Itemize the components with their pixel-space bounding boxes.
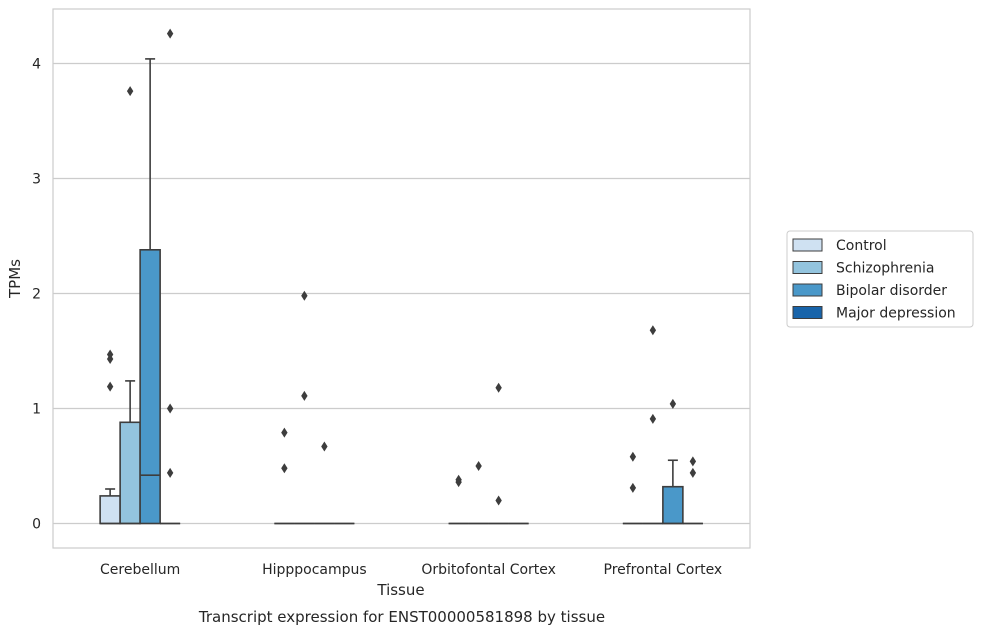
series	[99, 28, 703, 525]
outlier-point	[126, 86, 134, 97]
outlier-point	[689, 456, 697, 467]
series-control	[99, 349, 643, 525]
outlier-point	[106, 381, 114, 392]
outlier-point	[455, 474, 462, 485]
plot-frame	[52, 8, 751, 549]
box	[139, 249, 161, 525]
series-schizophrenia	[119, 86, 663, 525]
outlier-point	[166, 28, 174, 39]
box-group	[294, 290, 315, 525]
series-major-depression	[160, 28, 703, 525]
x-tick-label: Prefrontal Cortex	[604, 562, 723, 578]
box-group	[160, 28, 181, 525]
outlier-point	[166, 403, 174, 414]
legend-frame	[786, 230, 974, 328]
legend-swatch	[792, 238, 823, 252]
box-group	[682, 456, 703, 525]
outlier-point	[689, 467, 697, 478]
legend-swatch	[792, 306, 823, 319]
box-group	[662, 398, 684, 525]
outlier-point	[495, 382, 502, 393]
x-tick-label: Hipppocampus	[262, 562, 367, 578]
x-tick-label: Orbitofontal Cortex	[421, 562, 556, 578]
box-group	[488, 382, 509, 525]
legend-label: Control	[836, 238, 887, 254]
box-group	[622, 451, 643, 525]
box-group	[314, 441, 335, 525]
outlier-point	[321, 441, 328, 452]
legend: Control Schizophrenia Bipolar disorder Majo…	[786, 230, 974, 328]
box-group	[139, 58, 161, 525]
y-tick-label: 3	[32, 172, 41, 188]
y-ticks: 0 1 2 3 4	[32, 57, 41, 533]
outlier-point	[166, 467, 174, 478]
box	[119, 421, 141, 525]
outlier-point	[649, 325, 657, 336]
outlier-point	[281, 427, 288, 438]
x-tick-label: Cerebellum	[100, 562, 180, 578]
box	[99, 495, 121, 525]
y-tick-label: 2	[32, 287, 41, 303]
outlier-point	[495, 495, 502, 506]
legend-swatch	[792, 261, 823, 274]
outlier-point	[106, 349, 114, 360]
legend-label: Schizophrenia	[836, 261, 934, 277]
box-group	[642, 325, 663, 525]
chart-caption: Transcript expression for ENST0000058189…	[198, 608, 605, 626]
y-axis-label: TPMs	[6, 259, 24, 299]
outlier-point	[301, 290, 308, 301]
x-ticks: Cerebellum Hipppocampus Orbitofontal Corte…	[100, 562, 722, 578]
outlier-point	[475, 461, 482, 471]
box	[662, 485, 684, 525]
legend-items: Control Schizophrenia Bipolar disorder Majo…	[792, 238, 956, 322]
outlier-point	[629, 482, 637, 493]
outlier-point	[281, 463, 288, 474]
x-axis-label: Tissue	[376, 581, 424, 599]
legend-swatch	[792, 283, 823, 297]
outlier-point	[301, 390, 308, 401]
box-group	[468, 461, 489, 525]
box-group	[99, 349, 121, 525]
box-group	[274, 427, 295, 525]
legend-label: Major depression	[836, 306, 956, 322]
outlier-point	[649, 413, 657, 424]
series-bipolar-disorder	[139, 58, 684, 525]
legend-label: Bipolar disorder	[836, 283, 947, 299]
y-tick-label: 4	[32, 57, 41, 73]
outlier-point	[629, 451, 637, 462]
y-tick-label: 0	[32, 517, 41, 533]
box-group	[448, 474, 469, 525]
outlier-point	[669, 398, 677, 409]
box-group	[119, 86, 141, 525]
y-tick-label: 1	[32, 402, 41, 418]
